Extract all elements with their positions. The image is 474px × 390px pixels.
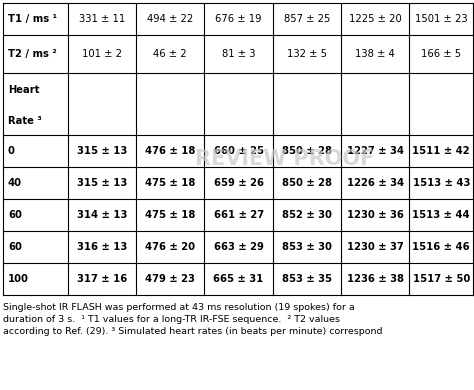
Text: 1511 ± 42: 1511 ± 42 <box>412 146 470 156</box>
Text: 1236 ± 38: 1236 ± 38 <box>346 274 404 284</box>
Text: according to Ref. (29). ³ Simulated heart rates (in beats per minute) correspond: according to Ref. (29). ³ Simulated hear… <box>3 327 383 336</box>
Text: 101 ± 2: 101 ± 2 <box>82 49 122 59</box>
Text: 1226 ± 34: 1226 ± 34 <box>346 178 404 188</box>
Text: Heart: Heart <box>8 85 39 96</box>
Text: 853 ± 30: 853 ± 30 <box>282 242 332 252</box>
Text: 1516 ± 46: 1516 ± 46 <box>412 242 470 252</box>
Text: 81 ± 3: 81 ± 3 <box>222 49 255 59</box>
Text: Rate ³: Rate ³ <box>8 116 42 126</box>
Text: T2 / ms ²: T2 / ms ² <box>8 49 57 59</box>
Text: 100: 100 <box>8 274 29 284</box>
Text: T1 / ms ¹: T1 / ms ¹ <box>8 14 57 24</box>
Text: 1225 ± 20: 1225 ± 20 <box>349 14 401 24</box>
Text: 479 ± 23: 479 ± 23 <box>146 274 195 284</box>
Text: 494 ± 22: 494 ± 22 <box>147 14 193 24</box>
Text: 138 ± 4: 138 ± 4 <box>356 49 395 59</box>
Text: 1513 ± 43: 1513 ± 43 <box>412 178 470 188</box>
Text: 1230 ± 36: 1230 ± 36 <box>347 210 404 220</box>
Text: 315 ± 13: 315 ± 13 <box>77 178 127 188</box>
Text: 665 ± 31: 665 ± 31 <box>213 274 264 284</box>
Text: 60: 60 <box>8 210 22 220</box>
Text: 676 ± 19: 676 ± 19 <box>215 14 262 24</box>
Text: 476 ± 20: 476 ± 20 <box>145 242 195 252</box>
Text: 166 ± 5: 166 ± 5 <box>421 49 461 59</box>
Text: 1227 ± 34: 1227 ± 34 <box>346 146 404 156</box>
Text: 661 ± 27: 661 ± 27 <box>213 210 264 220</box>
Text: 40: 40 <box>8 178 22 188</box>
Text: 0: 0 <box>8 146 15 156</box>
Text: 132 ± 5: 132 ± 5 <box>287 49 327 59</box>
Text: 857 ± 25: 857 ± 25 <box>284 14 330 24</box>
Text: 853 ± 35: 853 ± 35 <box>282 274 332 284</box>
Text: duration of 3 s.  ¹ T1 values for a long-TR IR-FSE sequence.  ² T2 values: duration of 3 s. ¹ T1 values for a long-… <box>3 315 340 324</box>
Text: 850 ± 28: 850 ± 28 <box>282 178 332 188</box>
Text: 331 ± 11: 331 ± 11 <box>79 14 125 24</box>
Text: 476 ± 18: 476 ± 18 <box>145 146 195 156</box>
Text: 1230 ± 37: 1230 ± 37 <box>347 242 403 252</box>
Text: 475 ± 18: 475 ± 18 <box>145 210 195 220</box>
Text: Single-shot IR FLASH was performed at 43 ms resolution (19 spokes) for a: Single-shot IR FLASH was performed at 43… <box>3 303 355 312</box>
Text: 1501 ± 23: 1501 ± 23 <box>415 14 467 24</box>
Text: 475 ± 18: 475 ± 18 <box>145 178 195 188</box>
Text: 1517 ± 50: 1517 ± 50 <box>412 274 470 284</box>
Text: 314 ± 13: 314 ± 13 <box>77 210 127 220</box>
Text: 315 ± 13: 315 ± 13 <box>77 146 127 156</box>
Text: 317 ± 16: 317 ± 16 <box>77 274 127 284</box>
Text: 852 ± 30: 852 ± 30 <box>282 210 332 220</box>
Text: 850 ± 28: 850 ± 28 <box>282 146 332 156</box>
Text: REVIEW PROOF: REVIEW PROOF <box>195 149 374 169</box>
Text: 660 ± 25: 660 ± 25 <box>214 146 264 156</box>
Text: 659 ± 26: 659 ± 26 <box>214 178 264 188</box>
Text: 316 ± 13: 316 ± 13 <box>77 242 127 252</box>
Text: 60: 60 <box>8 242 22 252</box>
Text: 663 ± 29: 663 ± 29 <box>214 242 264 252</box>
Text: 46 ± 2: 46 ± 2 <box>154 49 187 59</box>
Text: 1513 ± 44: 1513 ± 44 <box>412 210 470 220</box>
